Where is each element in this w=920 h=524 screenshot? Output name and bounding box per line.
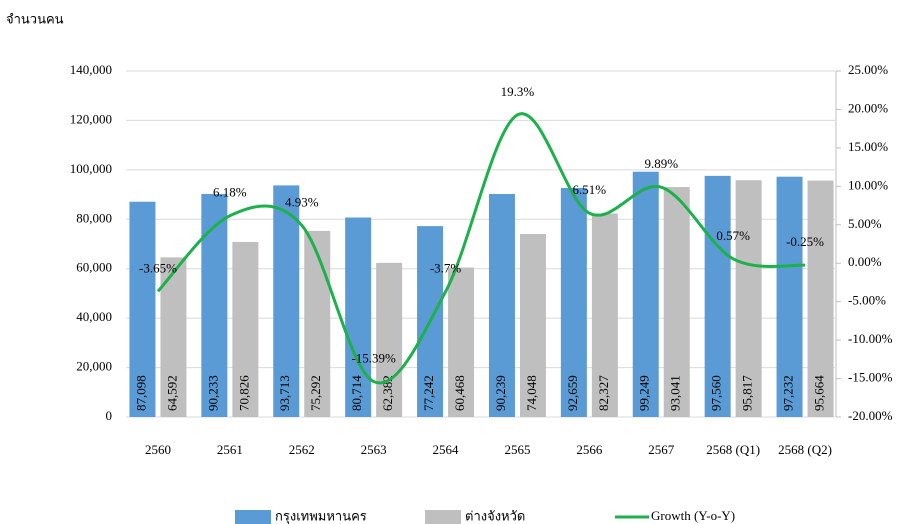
y-tick-label: 120,000 — [70, 111, 112, 126]
line-value-label: 9.89% — [644, 156, 678, 171]
bar-value-label: 93,713 — [277, 375, 292, 411]
bar-value-label: 77,242 — [421, 375, 436, 411]
bar-value-label: 92,659 — [565, 375, 580, 411]
y-tick-label: 40,000 — [76, 309, 112, 324]
growth-line — [156, 112, 806, 385]
y2-tick-label: 0.00% — [848, 254, 882, 269]
y2-tick-label: -15.00% — [848, 370, 893, 385]
bar-value-label: 99,249 — [637, 375, 652, 411]
legend-swatch — [425, 510, 461, 524]
x-tick-label: 2565 — [504, 442, 530, 457]
x-tick-label: 2562 — [289, 442, 315, 457]
line-value-label: -3.65% — [139, 260, 177, 275]
bar — [704, 175, 731, 417]
bar — [663, 187, 690, 417]
bar-value-label: 90,239 — [493, 375, 508, 411]
legend-label: กรุงเทพมหานคร — [275, 510, 367, 524]
y-tick-label: 140,000 — [70, 62, 112, 77]
x-tick-label: 2561 — [217, 442, 243, 457]
bar — [129, 201, 156, 417]
y2-tick-label: -10.00% — [848, 331, 893, 346]
bar-value-label: 70,826 — [236, 375, 251, 411]
legend-label: ต่างจังหวัด — [465, 510, 525, 524]
y2-tick-label: 20.00% — [848, 100, 888, 115]
bar — [232, 241, 259, 417]
x-tick-label: 2568 (Q2) — [778, 442, 832, 457]
bar — [304, 230, 331, 417]
bar — [201, 193, 228, 417]
bar — [560, 187, 587, 417]
y-tick-label: 0 — [106, 408, 113, 423]
x-tick-label: 2563 — [361, 442, 387, 457]
bar — [376, 262, 403, 417]
line-value-label: 6.51% — [573, 182, 607, 197]
y2-tick-label: 5.00% — [848, 216, 882, 231]
line-value-label: -3.7% — [430, 261, 462, 276]
bar — [591, 213, 618, 417]
legend-swatch — [235, 510, 271, 524]
x-tick-label: 2568 (Q1) — [706, 442, 760, 457]
bar-value-label: 95,817 — [740, 375, 755, 411]
bar-value-label: 62,382 — [380, 375, 395, 411]
bar-value-label: 64,592 — [164, 375, 179, 411]
bar — [519, 233, 546, 417]
y2-tick-label: -5.00% — [848, 293, 886, 308]
y-axis-label: จำนวนคน — [6, 13, 64, 28]
bar-value-label: 80,714 — [349, 375, 364, 411]
y2-tick-label: 10.00% — [848, 177, 888, 192]
bar — [632, 171, 659, 417]
x-tick-label: 2567 — [648, 442, 675, 457]
line-value-label: -0.25% — [786, 234, 824, 249]
line-value-label: -15.39% — [351, 351, 396, 366]
bar — [776, 176, 803, 417]
line-value-label: 0.57% — [716, 228, 750, 243]
bar — [807, 180, 834, 417]
line-value-label: 4.93% — [285, 194, 319, 209]
bar-value-label: 82,327 — [596, 375, 611, 411]
y-tick-label: 80,000 — [76, 210, 112, 225]
x-tick-label: 2560 — [145, 442, 171, 457]
bar-value-label: 74,048 — [524, 375, 539, 411]
bar-value-label: 87,098 — [133, 375, 148, 411]
bar-value-label: 93,041 — [668, 375, 683, 411]
legend-label: Growth (Y-o-Y) — [651, 508, 735, 523]
y-tick-label: 20,000 — [76, 359, 112, 374]
y2-tick-label: 25.00% — [848, 62, 888, 77]
x-tick-label: 2564 — [433, 442, 460, 457]
line-value-label: 19.3% — [501, 84, 535, 99]
bar-value-label: 75,292 — [308, 375, 323, 411]
y-tick-label: 60,000 — [76, 260, 112, 275]
line-value-label: 6.18% — [213, 185, 247, 200]
bar-value-label: 90,233 — [205, 375, 220, 411]
y2-tick-label: 15.00% — [848, 139, 888, 154]
bar — [488, 193, 515, 417]
bar-value-label: 97,232 — [781, 375, 796, 411]
y2-tick-label: -20.00% — [848, 408, 893, 423]
bar — [273, 185, 300, 417]
y-tick-label: 100,000 — [70, 161, 112, 176]
x-tick-label: 2566 — [576, 442, 603, 457]
bar-value-label: 60,468 — [452, 375, 467, 411]
bar — [735, 180, 762, 417]
bar — [345, 217, 372, 417]
bar-value-label: 97,560 — [709, 375, 724, 411]
bar — [448, 267, 475, 417]
bar-value-label: 95,664 — [812, 375, 827, 411]
